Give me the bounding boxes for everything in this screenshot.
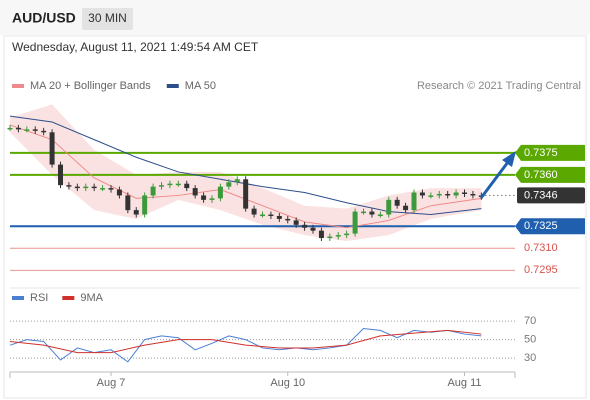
level-label: 0.7375 — [524, 147, 558, 159]
series-line — [9, 124, 482, 229]
timeframe-badge — [82, 8, 133, 30]
timeframe: 30 MIN — [88, 11, 127, 25]
legend-label: 9MA — [80, 292, 103, 304]
candle — [276, 215, 282, 219]
level-label: 0.7360 — [524, 169, 558, 181]
candle — [243, 179, 249, 209]
y-tick-label: 50 — [524, 334, 536, 346]
candle — [361, 211, 366, 214]
candle — [217, 186, 223, 199]
candle — [167, 183, 173, 186]
candle — [184, 183, 190, 189]
series-line — [9, 329, 482, 354]
candle — [142, 195, 148, 215]
candle — [268, 214, 274, 217]
candle — [377, 214, 383, 217]
candle — [159, 185, 164, 187]
x-tick-label: Aug 10 — [270, 377, 305, 389]
candle — [302, 224, 308, 228]
candle — [83, 186, 89, 189]
plot: MA 20 + Bollinger Bands MA 50 Research © 2… — [7, 80, 585, 389]
x-tick-label: Aug 11 — [447, 377, 481, 389]
candle — [335, 235, 341, 237]
series-line — [9, 115, 482, 216]
candle — [428, 195, 434, 197]
candle — [7, 127, 13, 130]
candle — [108, 188, 114, 190]
candle — [15, 127, 21, 130]
candle — [369, 211, 375, 215]
legend-swatch — [62, 296, 75, 300]
level-label: 0.7310 — [524, 242, 558, 254]
date: Wednesday, August 11, 2021 1:49:54 AM CE… — [12, 40, 259, 54]
candle — [41, 130, 47, 133]
level-box — [515, 166, 585, 183]
candle — [411, 192, 417, 211]
price-box — [517, 187, 585, 204]
legend-swatch — [166, 84, 179, 88]
candle — [445, 193, 451, 196]
candle — [116, 189, 122, 196]
symbol: AUD/USD — [12, 10, 76, 26]
legend-label: RSI — [30, 292, 48, 304]
candle — [226, 182, 232, 187]
candle — [419, 192, 425, 196]
candle — [66, 185, 72, 187]
level-box — [515, 218, 585, 235]
candle — [251, 208, 257, 215]
candle — [352, 211, 358, 234]
candle — [58, 164, 63, 186]
candle — [49, 132, 55, 165]
x-tick-label: Aug 7 — [97, 377, 126, 389]
candle — [133, 210, 139, 215]
candle — [403, 205, 409, 211]
candle — [293, 220, 299, 225]
candle — [318, 230, 324, 239]
candle — [310, 227, 316, 231]
legend-label: MA 50 — [185, 80, 216, 92]
candle — [462, 192, 467, 194]
forecast-arrow — [479, 161, 510, 199]
candle — [100, 188, 106, 190]
candle — [150, 186, 156, 196]
frame — [3, 35, 587, 399]
candle — [175, 183, 181, 186]
source: Research © 2021 Trading Central — [417, 80, 581, 92]
arrow-head — [502, 151, 516, 167]
level-label: 0.7295 — [524, 264, 558, 276]
series-line — [9, 327, 482, 363]
legend-swatch — [12, 84, 24, 88]
candle — [125, 195, 131, 211]
candle — [344, 233, 350, 236]
candle — [285, 218, 291, 221]
legend-label: MA 20 + Bollinger Bands — [30, 80, 151, 92]
candle — [386, 199, 392, 215]
price-label: 0.7346 — [524, 189, 558, 201]
candle — [192, 188, 198, 196]
candle — [436, 193, 442, 196]
y-tick-label: 30 — [524, 352, 536, 364]
candle — [453, 192, 459, 196]
candle — [327, 236, 333, 239]
candle — [394, 199, 400, 206]
candle — [470, 193, 476, 196]
candle — [24, 129, 30, 131]
candle — [32, 129, 38, 131]
y-tick-label: 70 — [524, 315, 536, 327]
candle — [74, 186, 80, 189]
level-box — [515, 144, 585, 161]
candle — [260, 214, 265, 217]
candle — [209, 198, 215, 200]
candle — [234, 179, 240, 183]
candle — [201, 195, 207, 200]
level-label: 0.7325 — [524, 220, 558, 232]
candle — [91, 186, 97, 189]
legend-swatch — [12, 296, 24, 300]
